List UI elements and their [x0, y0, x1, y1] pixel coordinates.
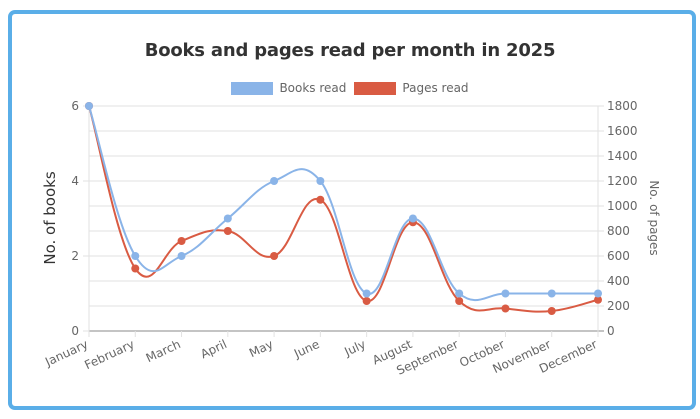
pages-read-point: [455, 297, 464, 305]
y-axis-title-right: No. of pages: [647, 180, 661, 255]
x-tick-label: June: [291, 337, 322, 361]
books-read-point: [408, 214, 417, 223]
books-read-point: [455, 289, 464, 298]
grid-lines: [83, 105, 604, 337]
pages-read-point: [547, 307, 556, 315]
books-read-point: [85, 102, 93, 110]
y2-tick-label: 200: [607, 299, 630, 313]
y2-tick-label: 0: [607, 324, 615, 338]
x-tick-label: March: [144, 337, 183, 365]
pages-read-point: [362, 297, 371, 305]
x-tick-label: July: [342, 337, 368, 359]
y-tick-label: 2: [71, 249, 79, 263]
legend-label-pages: Pages read: [402, 81, 469, 95]
books-read-point: [547, 289, 556, 298]
chart-frame: [8, 10, 696, 410]
y2-tick-label: 1000: [607, 199, 638, 213]
y2-tick-label: 600: [607, 249, 630, 263]
legend-item-books-read[interactable]: Books read: [231, 81, 346, 95]
books-read-point: [177, 252, 186, 260]
books-read-point: [594, 289, 602, 298]
y-tick-label: 6: [71, 99, 79, 113]
legend-label-books: Books read: [279, 81, 347, 95]
y2-tick-label: 800: [607, 224, 630, 238]
pages-read-point: [316, 195, 325, 204]
y2-tick-label: 1600: [607, 124, 638, 138]
pages-read-point: [177, 237, 186, 245]
y-axis-title-left: No. of books: [41, 171, 59, 264]
books-read-point: [131, 252, 140, 260]
x-tick-label: May: [247, 337, 275, 360]
books-read-point: [223, 214, 232, 223]
pages-read-point: [501, 304, 510, 313]
legend-swatch-pages: [354, 81, 397, 95]
books-read-point: [362, 289, 371, 298]
pages-read-point: [270, 252, 279, 260]
pages-read-point: [594, 295, 602, 304]
books-read-point: [270, 177, 279, 185]
y2-tick-label: 1800: [607, 99, 638, 113]
data-series: [85, 102, 602, 315]
x-tick-label: January: [42, 337, 90, 369]
x-tick-label: February: [82, 337, 136, 372]
y-tick-label: 4: [71, 174, 79, 188]
pages-read-point: [223, 227, 232, 235]
pages-read-point: [131, 264, 140, 273]
y2-tick-label: 1400: [607, 149, 638, 163]
legend-swatch-books: [231, 81, 274, 95]
y2-tick-label: 400: [607, 274, 630, 288]
y2-tick-label: 1200: [607, 174, 638, 188]
chart-legend: Books read Pages read: [0, 81, 700, 95]
chart-title: Books and pages read per month in 2025: [144, 40, 556, 61]
books-read-point: [501, 289, 510, 298]
legend-item-pages-read[interactable]: Pages read: [354, 81, 469, 95]
pages-read-line: [88, 105, 599, 313]
x-tick-label: April: [198, 337, 229, 361]
books-read-line: [88, 105, 598, 302]
y-tick-label: 0: [71, 324, 79, 338]
books-read-point: [316, 177, 325, 185]
